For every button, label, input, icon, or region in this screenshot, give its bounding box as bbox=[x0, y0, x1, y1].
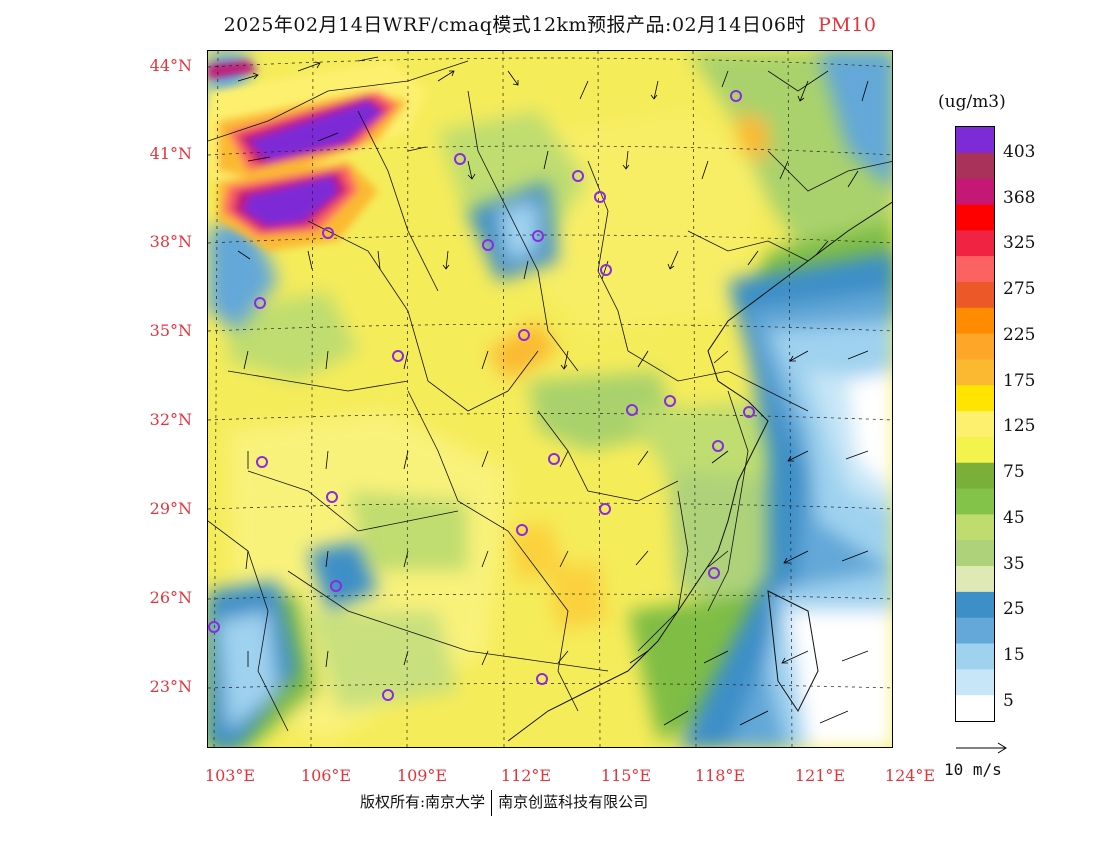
colorbar-swatches bbox=[956, 127, 994, 722]
legend-label-15: 15 bbox=[1003, 645, 1025, 665]
wind-reference-arrow-icon bbox=[956, 742, 1007, 754]
colorbar-swatch bbox=[956, 411, 994, 438]
map-title: 2025年02月14日WRF/cmaq模式12km预报产品:02月14日06时 P… bbox=[0, 10, 1100, 37]
lat-label-44: 44°N bbox=[149, 56, 192, 75]
legend-unit: (ug/m3) bbox=[938, 92, 1006, 112]
legend-label-5: 5 bbox=[1003, 691, 1014, 711]
lon-label-109: 109°E bbox=[396, 766, 448, 785]
wind-reference-label: 10 m/s bbox=[944, 760, 1002, 779]
footer-divider bbox=[491, 790, 493, 816]
colorbar-swatch bbox=[956, 462, 994, 490]
colorbar-swatch bbox=[956, 488, 994, 515]
legend-label-275: 275 bbox=[1003, 279, 1036, 299]
lon-label-112: 112°E bbox=[500, 766, 552, 785]
lat-label-26: 26°N bbox=[149, 588, 192, 607]
lon-label-103: 103°E bbox=[204, 766, 256, 785]
colorbar-swatch bbox=[956, 230, 994, 257]
colorbar-swatch bbox=[956, 281, 994, 309]
lat-label-35: 35°N bbox=[149, 321, 192, 340]
lat-label-38: 38°N bbox=[149, 232, 192, 251]
colorbar-swatch bbox=[956, 566, 994, 593]
province-boundaries bbox=[208, 60, 892, 742]
lon-label-115: 115°E bbox=[600, 766, 652, 785]
lon-label-118: 118°E bbox=[694, 766, 746, 785]
company-text: 南京创蓝科技有限公司 bbox=[498, 793, 649, 811]
colorbar-swatch bbox=[956, 256, 994, 283]
legend-label-45: 45 bbox=[1003, 508, 1025, 528]
colorbar-swatch bbox=[956, 152, 994, 180]
legend-label-325: 325 bbox=[1003, 233, 1036, 253]
lon-label-124: 124°E bbox=[884, 766, 936, 785]
colorbar-swatch bbox=[956, 617, 994, 645]
colorbar-swatch bbox=[956, 127, 994, 154]
legend-label-35: 35 bbox=[1003, 554, 1025, 574]
wind-vectors bbox=[237, 56, 869, 726]
colorbar-swatch bbox=[956, 436, 994, 464]
colorbar-swatch bbox=[956, 333, 994, 360]
title-text: 2025年02月14日WRF/cmaq模式12km预报产品:02月14日06时 bbox=[223, 14, 806, 36]
legend-label-25: 25 bbox=[1003, 599, 1025, 619]
colorbar-swatch bbox=[956, 695, 994, 722]
colorbar-swatch bbox=[956, 307, 994, 335]
colorbar-swatch bbox=[956, 591, 994, 619]
footer-credits: 版权所有:南京大学 南京创蓝科技有限公司 bbox=[360, 790, 648, 816]
legend-label-75: 75 bbox=[1003, 462, 1025, 482]
concentration-colorbar bbox=[955, 126, 995, 722]
species-label: PM10 bbox=[818, 14, 877, 36]
lat-label-41: 41°N bbox=[149, 144, 192, 163]
lon-label-121: 121°E bbox=[794, 766, 846, 785]
lat-label-29: 29°N bbox=[149, 499, 192, 518]
legend-label-125: 125 bbox=[1003, 416, 1036, 436]
city-markers bbox=[208, 90, 755, 701]
colorbar-swatch bbox=[956, 385, 994, 412]
colorbar-swatch bbox=[956, 669, 994, 696]
colorbar-swatch bbox=[956, 178, 994, 205]
colorbar-swatch bbox=[956, 514, 994, 541]
lat-label-32: 32°N bbox=[149, 410, 192, 429]
legend-label-368: 368 bbox=[1003, 188, 1036, 208]
map-canvas bbox=[208, 51, 892, 747]
legend-label-403: 403 bbox=[1003, 142, 1036, 162]
legend-label-225: 225 bbox=[1003, 325, 1036, 345]
graticule bbox=[208, 51, 892, 747]
colorbar-swatch bbox=[956, 540, 994, 567]
colorbar-swatch bbox=[956, 359, 994, 386]
colorbar-swatch bbox=[956, 204, 994, 231]
colorbar-swatch bbox=[956, 643, 994, 670]
lon-label-106: 106°E bbox=[300, 766, 352, 785]
pm10-forecast-map[interactable] bbox=[207, 50, 893, 748]
lat-label-23: 23°N bbox=[149, 677, 192, 696]
copyright-text: 版权所有:南京大学 bbox=[360, 793, 486, 811]
legend-label-175: 175 bbox=[1003, 371, 1036, 391]
